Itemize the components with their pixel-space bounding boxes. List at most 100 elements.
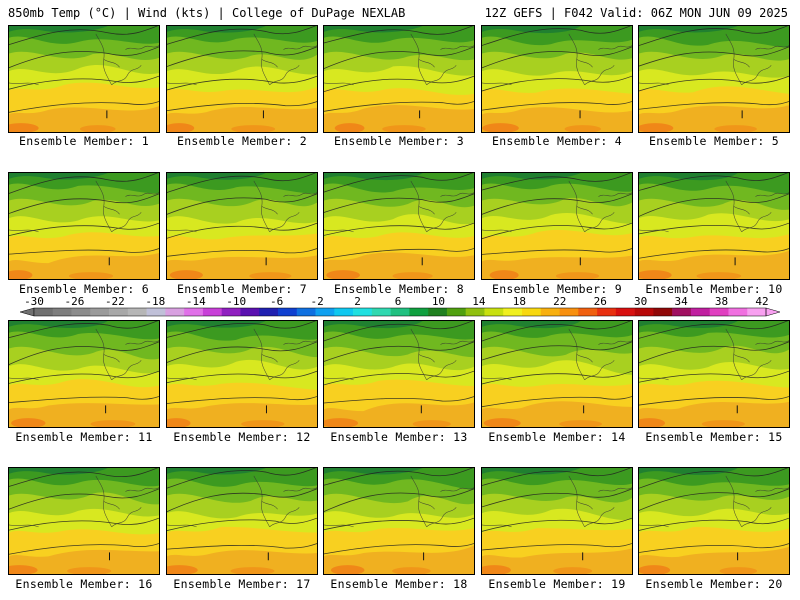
ensemble-member-label: Ensemble Member: 6	[18, 282, 150, 296]
colorbar-swatch	[690, 308, 710, 316]
colorbar-swatch	[578, 308, 598, 316]
ensemble-member-label: Ensemble Member: 1	[18, 134, 150, 148]
colorbar-swatch	[334, 308, 354, 316]
run-valid-time: 12Z GEFS | F042 Valid: 06Z MON JUN 09 20…	[484, 6, 788, 20]
ensemble-member-label: Ensemble Member: 19	[488, 577, 626, 591]
colorbar-swatch	[503, 308, 523, 316]
ensemble-member-label: Ensemble Member: 4	[491, 134, 623, 148]
ensemble-member-label: Ensemble Member: 11	[15, 430, 153, 444]
colorbar-tick-label: -14	[186, 295, 206, 308]
colorbar-swatch	[559, 308, 579, 316]
colorbar-swatch	[202, 308, 222, 316]
ensemble-map-panel	[323, 320, 475, 428]
colorbar-swatch	[71, 308, 91, 316]
ensemble-member-label: Ensemble Member: 16	[15, 577, 153, 591]
ensemble-map-panel	[166, 25, 318, 133]
colorbar-tick-label: -22	[105, 295, 125, 308]
colorbar-swatch	[165, 308, 185, 316]
colorbar-swatch	[52, 308, 72, 316]
colorbar-tick-label: 14	[472, 295, 486, 308]
ensemble-map-panel	[481, 25, 633, 133]
colorbar-swatch	[709, 308, 729, 316]
ensemble-member-label: Ensemble Member: 12	[173, 430, 311, 444]
colorbar-swatch	[296, 308, 316, 316]
ensemble-member-label: Ensemble Member: 13	[330, 430, 468, 444]
ensemble-member-label: Ensemble Member: 17	[173, 577, 311, 591]
ensemble-map-panel	[8, 172, 160, 280]
colorbar-min-arrow	[19, 307, 35, 317]
ensemble-map-panel	[8, 467, 160, 575]
ensemble-member-label: Ensemble Member: 3	[333, 134, 465, 148]
colorbar-swatch	[672, 308, 692, 316]
colorbar-swatch	[371, 308, 391, 316]
colorbar-tick-label: 42	[755, 295, 768, 308]
ensemble-map-panel	[166, 172, 318, 280]
colorbar-swatch	[484, 308, 504, 316]
colorbar-swatch	[109, 308, 129, 316]
colorbar-swatch	[728, 308, 748, 316]
ensemble-map-panel	[481, 320, 633, 428]
colorbar-swatch	[127, 308, 147, 316]
ensemble-member-label: Ensemble Member: 9	[491, 282, 623, 296]
colorbar-swatch	[653, 308, 673, 316]
colorbar-tick-label: 18	[513, 295, 526, 308]
colorbar-swatch	[90, 308, 110, 316]
ensemble-map-panel	[638, 320, 790, 428]
ensemble-member-label: Ensemble Member: 18	[330, 577, 468, 591]
colorbar-tick-label: -26	[65, 295, 85, 308]
colorbar-tick-label: 6	[395, 295, 402, 308]
colorbar-tick-label: 2	[354, 295, 361, 308]
colorbar-swatch	[390, 308, 410, 316]
colorbar-tick-label: -2	[310, 295, 323, 308]
ensemble-map-panel	[638, 25, 790, 133]
temperature-colorbar: -30 -26 -22 -18 -14 -10 -6 -2 2 6 10 14 18 22 26 30 34 38…	[19, 295, 781, 317]
ensemble-member-label: Ensemble Member: 15	[645, 430, 783, 444]
ensemble-map-panel	[8, 320, 160, 428]
ensemble-member-label: Ensemble Member: 2	[176, 134, 308, 148]
map-title: 850mb Temp (°C) | Wind (kts) | College o…	[8, 6, 406, 20]
ensemble-member-label: Ensemble Member: 14	[488, 430, 626, 444]
colorbar-swatch	[240, 308, 260, 316]
colorbar-swatch	[428, 308, 448, 316]
colorbar-tick-label: -18	[145, 295, 165, 308]
colorbar-swatch	[446, 308, 466, 316]
ensemble-member-label: Ensemble Member: 10	[645, 282, 783, 296]
colorbar-tick-label: -30	[24, 295, 44, 308]
colorbar-tick-label: 10	[432, 295, 445, 308]
ensemble-member-label: Ensemble Member: 8	[333, 282, 465, 296]
colorbar-tick-label: 30	[634, 295, 647, 308]
ensemble-map-panel	[638, 467, 790, 575]
colorbar-swatch	[259, 308, 279, 316]
colorbar-swatch	[353, 308, 373, 316]
ensemble-map-panel	[638, 172, 790, 280]
colorbar-swatch	[315, 308, 335, 316]
colorbar-swatch	[221, 308, 241, 316]
ensemble-map-panel	[8, 25, 160, 133]
colorbar-tick-label: 22	[553, 295, 566, 308]
colorbar-swatch	[597, 308, 617, 316]
colorbar-swatch	[184, 308, 204, 316]
ensemble-map-panel	[323, 172, 475, 280]
ensemble-map-panel	[166, 467, 318, 575]
colorbar-tick-label: 34	[674, 295, 688, 308]
colorbar-swatch	[465, 308, 485, 316]
ensemble-member-label: Ensemble Member: 5	[648, 134, 780, 148]
ensemble-member-label: Ensemble Member: 7	[176, 282, 308, 296]
colorbar-max-arrow	[765, 307, 781, 317]
colorbar-swatch	[146, 308, 166, 316]
ensemble-member-label: Ensemble Member: 20	[645, 577, 783, 591]
colorbar-swatch	[747, 308, 767, 316]
ensemble-map-panel	[166, 320, 318, 428]
ensemble-map-panel	[481, 467, 633, 575]
colorbar-swatch	[540, 308, 560, 316]
colorbar-swatch	[34, 308, 54, 316]
colorbar-swatch	[522, 308, 542, 316]
ensemble-map-panel	[481, 172, 633, 280]
colorbar-tick-label: -6	[270, 295, 283, 308]
colorbar-swatch	[278, 308, 298, 316]
colorbar-tick-label: 38	[715, 295, 728, 308]
colorbar-swatch	[634, 308, 654, 316]
colorbar-tick-label: -10	[226, 295, 246, 308]
colorbar-swatch	[409, 308, 429, 316]
ensemble-map-panel	[323, 25, 475, 133]
